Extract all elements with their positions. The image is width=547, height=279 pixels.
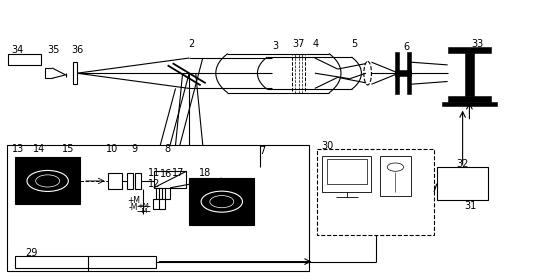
Text: 13: 13: [11, 144, 24, 154]
Bar: [135, 173, 141, 189]
Text: 7: 7: [259, 146, 266, 156]
Bar: [464, 53, 474, 96]
Text: 34: 34: [11, 45, 24, 55]
Bar: [442, 102, 497, 105]
Bar: [380, 156, 411, 196]
Bar: [323, 156, 371, 192]
Bar: [447, 47, 491, 53]
Text: -M: -M: [129, 203, 138, 212]
Bar: [153, 199, 165, 209]
Bar: [437, 167, 488, 200]
Text: 5: 5: [351, 39, 357, 49]
Bar: [292, 54, 305, 93]
Bar: [317, 149, 434, 235]
Bar: [73, 62, 77, 84]
Bar: [395, 52, 399, 94]
Text: 12: 12: [148, 179, 160, 189]
Bar: [154, 171, 187, 188]
Text: 2: 2: [189, 39, 195, 49]
Text: 32: 32: [457, 159, 469, 169]
Bar: [45, 68, 53, 78]
Text: 30: 30: [322, 141, 334, 151]
Polygon shape: [53, 68, 66, 78]
Text: 15: 15: [62, 144, 74, 154]
Text: 16: 16: [160, 169, 172, 179]
Bar: [15, 157, 80, 205]
Bar: [395, 70, 411, 76]
Bar: [165, 188, 170, 199]
Text: 35: 35: [47, 45, 59, 55]
Text: 31: 31: [464, 201, 476, 211]
Text: 33: 33: [472, 39, 484, 49]
Bar: [156, 188, 162, 199]
Bar: [108, 173, 122, 189]
Bar: [189, 178, 254, 225]
Bar: [407, 52, 411, 94]
Text: 8: 8: [164, 144, 171, 154]
Bar: [8, 54, 40, 65]
Text: 4: 4: [312, 39, 318, 49]
Text: 37: 37: [292, 39, 305, 49]
Text: 10: 10: [106, 144, 119, 154]
Text: 3: 3: [272, 40, 278, 50]
Text: 17: 17: [172, 168, 184, 178]
Text: +M: +M: [137, 203, 149, 209]
Text: 36: 36: [72, 45, 84, 55]
Text: 9: 9: [132, 144, 138, 154]
Text: 18: 18: [199, 168, 212, 178]
Text: 6: 6: [404, 42, 410, 52]
Text: -M: -M: [139, 208, 148, 214]
Bar: [15, 256, 156, 268]
Bar: [327, 159, 367, 184]
Bar: [126, 173, 133, 189]
Text: 11: 11: [148, 168, 160, 178]
Text: +M: +M: [127, 196, 140, 205]
Bar: [447, 96, 491, 102]
Text: 14: 14: [33, 144, 45, 154]
Text: 29: 29: [25, 248, 38, 258]
Bar: [7, 145, 309, 271]
